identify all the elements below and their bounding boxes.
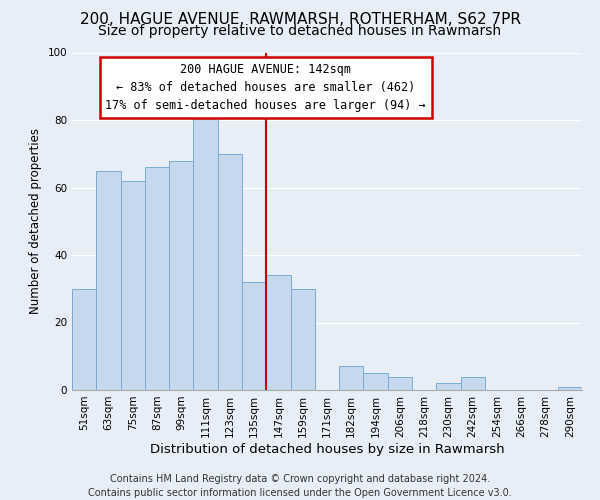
Bar xyxy=(72,289,96,390)
Bar xyxy=(121,180,145,390)
Text: Size of property relative to detached houses in Rawmarsh: Size of property relative to detached ho… xyxy=(98,24,502,38)
Bar xyxy=(339,366,364,390)
Bar xyxy=(242,282,266,390)
Bar xyxy=(218,154,242,390)
Bar xyxy=(461,376,485,390)
Bar xyxy=(290,289,315,390)
Y-axis label: Number of detached properties: Number of detached properties xyxy=(29,128,42,314)
Bar xyxy=(169,160,193,390)
Bar xyxy=(558,386,582,390)
Text: 200 HAGUE AVENUE: 142sqm
← 83% of detached houses are smaller (462)
17% of semi-: 200 HAGUE AVENUE: 142sqm ← 83% of detach… xyxy=(106,62,426,112)
Bar xyxy=(388,376,412,390)
Bar xyxy=(193,106,218,390)
X-axis label: Distribution of detached houses by size in Rawmarsh: Distribution of detached houses by size … xyxy=(149,442,505,456)
Bar xyxy=(145,167,169,390)
Text: 200, HAGUE AVENUE, RAWMARSH, ROTHERHAM, S62 7PR: 200, HAGUE AVENUE, RAWMARSH, ROTHERHAM, … xyxy=(79,12,521,28)
Bar xyxy=(96,170,121,390)
Text: Contains HM Land Registry data © Crown copyright and database right 2024.
Contai: Contains HM Land Registry data © Crown c… xyxy=(88,474,512,498)
Bar xyxy=(364,373,388,390)
Bar xyxy=(266,275,290,390)
Bar xyxy=(436,383,461,390)
